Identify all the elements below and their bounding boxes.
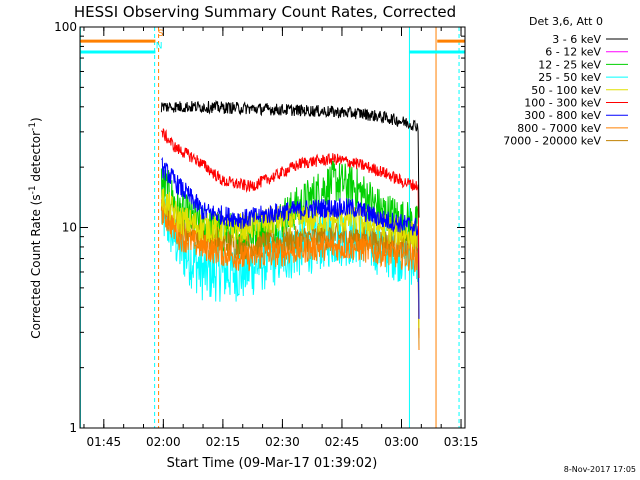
footer-timestamp: 8-Nov-2017 17:05 [564, 465, 636, 474]
x-tick-label: 02:45 [325, 435, 360, 449]
legend-label: 6 - 12 keV [545, 46, 601, 59]
legend-label: 25 - 50 keV [538, 71, 601, 84]
legend-label: 3 - 6 keV [552, 33, 601, 46]
legend-label: 300 - 800 keV [524, 109, 601, 122]
x-tick-label: 03:00 [384, 435, 419, 449]
series-line-100-300-kev [160, 128, 420, 279]
series-line-3-6-kev [160, 99, 420, 218]
legend-label: 800 - 7000 keV [517, 122, 601, 135]
y-tick-label: 1 [69, 421, 77, 435]
legend-label: 12 - 25 keV [538, 58, 601, 71]
series-line-300-800-kev [161, 156, 420, 319]
x-tick-label: 02:15 [206, 435, 241, 449]
legend-label: 100 - 300 keV [524, 97, 601, 110]
y-axis-label: Corrected Count Rate (s-1 detector-1) [28, 117, 43, 338]
plot-area: SN [79, 27, 465, 428]
series-line-800-7000-kev [160, 199, 420, 351]
y-tick-label: 100 [54, 20, 77, 34]
flag-label-s: S [158, 29, 164, 39]
x-tick-label: 01:45 [87, 435, 122, 449]
x-tick-label: 02:30 [265, 435, 300, 449]
x-tick-label: 03:15 [444, 435, 479, 449]
x-axis-label: Start Time (09-Mar-17 01:39:02) [167, 456, 378, 471]
y-tick-label: 10 [62, 221, 77, 235]
y-axis-ticks: 1 10 100 [54, 20, 465, 435]
legend-title: Det 3,6, Att 0 [529, 15, 603, 28]
flag-label-n: N [156, 42, 163, 52]
x-axis-ticks: 01:45 02:00 02:15 02:30 02:45 03:00 03:15 [83, 27, 479, 449]
x-tick-label: 02:00 [146, 435, 181, 449]
chart-title: HESSI Observing Summary Count Rates, Cor… [74, 3, 456, 21]
legend-label: 7000 - 20000 keV [503, 135, 601, 148]
legend-label: 50 - 100 keV [531, 84, 601, 97]
